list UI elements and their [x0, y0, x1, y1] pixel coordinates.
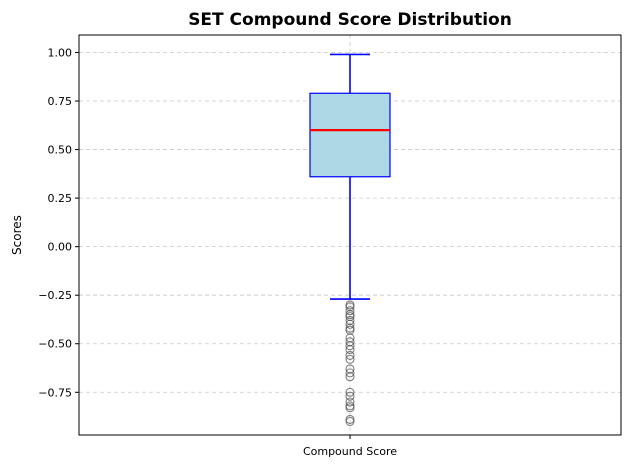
- y-tick-label: −0.25: [38, 289, 72, 302]
- y-tick-label: −0.75: [38, 386, 72, 399]
- y-tick-label: 0.50: [48, 144, 73, 157]
- y-tick-label: −0.50: [38, 338, 72, 351]
- outlier-point: [345, 354, 355, 364]
- x-tick-label: Compound Score: [303, 445, 397, 458]
- chart-title: SET Compound Score Distribution: [188, 10, 512, 30]
- axes: 1.00 0.75 0.50 0.25 0.00 −0.25 −0.50 −0.75 Compo…: [38, 46, 397, 458]
- y-tick-label: 0.25: [48, 192, 73, 205]
- outlier-point: [345, 350, 355, 360]
- outlier-point: [345, 306, 355, 316]
- y-tick-label: 0.75: [48, 95, 73, 108]
- outlier-point: [345, 368, 355, 378]
- outlier-point: [345, 372, 355, 382]
- outlier-point: [345, 391, 355, 401]
- outlier-point: [345, 319, 355, 329]
- outlier-point: [345, 397, 355, 407]
- y-tick-label: 0.00: [48, 241, 73, 254]
- y-axis-label: Scores: [10, 215, 24, 255]
- y-tick-label: 1.00: [48, 46, 73, 59]
- plot-area: [309, 53, 391, 426]
- iqr-box: [309, 92, 391, 178]
- outlier-point: [345, 403, 355, 413]
- outlier-point: [345, 345, 355, 355]
- outlier-point: [345, 341, 355, 351]
- outlier-point: [345, 387, 355, 397]
- outlier-point: [345, 416, 355, 426]
